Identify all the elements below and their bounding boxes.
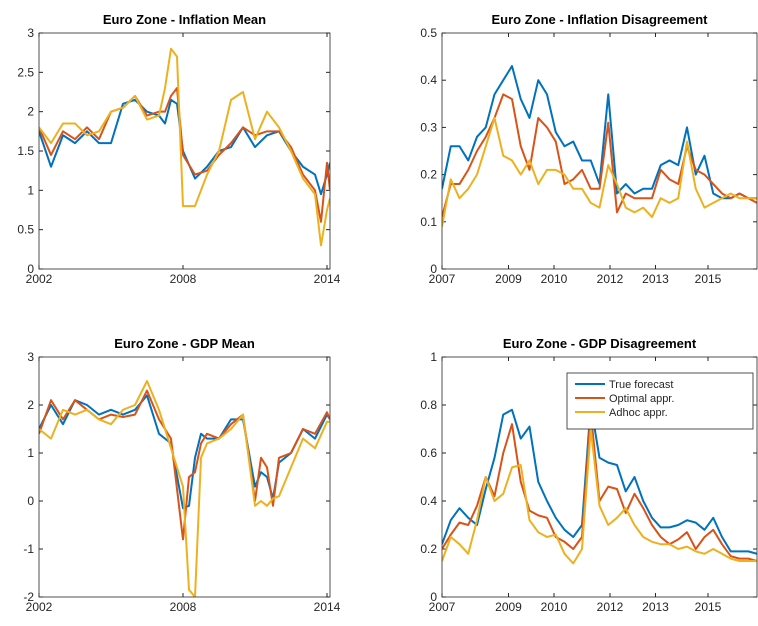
- x-tick-label: 2013: [642, 600, 669, 614]
- x-tick-label: 2010: [541, 600, 568, 614]
- y-tick-label: -1: [23, 542, 34, 556]
- y-tick-label: 0: [430, 262, 437, 276]
- y-tick-label: 2: [27, 398, 34, 412]
- series-line: [442, 116, 757, 227]
- axes-box: [441, 32, 758, 270]
- y-tick-label: 0.4: [420, 494, 437, 508]
- x-tick-label: 2015: [695, 272, 722, 286]
- y-tick-label: 0: [27, 494, 34, 508]
- y-tick-label: 0.5: [420, 26, 437, 40]
- x-tick-label: 2014: [314, 272, 341, 286]
- chart-title: Euro Zone - GDP Mean: [114, 336, 255, 351]
- series-line: [39, 47, 330, 247]
- y-tick-label: 0.2: [420, 168, 437, 182]
- x-tick-label: 2007: [429, 272, 456, 286]
- y-tick-label: 3: [27, 350, 34, 364]
- x-tick-label: 2002: [26, 600, 53, 614]
- series-line: [442, 404, 757, 555]
- legend-box: [566, 372, 754, 430]
- y-tick-label: 1: [430, 350, 437, 364]
- plot-area: [39, 357, 330, 597]
- y-tick-label: -2: [23, 590, 34, 604]
- y-tick-label: 0.5: [17, 223, 34, 237]
- y-tick-label: 2: [27, 105, 34, 119]
- x-tick-label: 2013: [642, 272, 669, 286]
- series-line: [39, 380, 330, 597]
- x-tick-label: 2002: [26, 272, 53, 286]
- x-tick-label: 2015: [695, 600, 722, 614]
- y-tick-label: 1.5: [17, 144, 34, 158]
- x-tick-label: 2008: [170, 600, 197, 614]
- plot-area: [442, 33, 757, 269]
- x-tick-label: 2009: [495, 272, 522, 286]
- series-line: [39, 394, 330, 510]
- x-tick-label: 2014: [314, 600, 341, 614]
- y-tick-label: 0.6: [420, 446, 437, 460]
- x-tick-label: 2012: [597, 272, 624, 286]
- y-tick-label: 2.5: [17, 65, 34, 79]
- y-tick-label: 0.8: [420, 398, 437, 412]
- legend-label: True forecast: [609, 379, 673, 391]
- plot-area: [39, 33, 330, 269]
- y-tick-label: 0.2: [420, 542, 437, 556]
- x-tick-label: 2008: [170, 272, 197, 286]
- legend-label: Adhoc appr.: [609, 407, 668, 419]
- x-tick-label: 2012: [597, 600, 624, 614]
- y-tick-label: 0: [27, 262, 34, 276]
- y-tick-label: 0.4: [420, 73, 437, 87]
- axes-box: [441, 356, 758, 598]
- axes-box: [38, 32, 331, 270]
- y-tick-label: 0.1: [420, 215, 437, 229]
- legend-label: Optimal appr.: [609, 393, 674, 405]
- chart-title: Euro Zone - GDP Disagreement: [503, 336, 697, 351]
- y-tick-label: 1: [27, 446, 34, 460]
- chart-title: Euro Zone - Inflation Mean: [103, 12, 266, 27]
- chart-title: Euro Zone - Inflation Disagreement: [492, 12, 709, 27]
- y-tick-label: 1: [27, 183, 34, 197]
- y-tick-label: 0: [430, 590, 437, 604]
- series-line: [39, 87, 330, 223]
- y-tick-label: 0.3: [420, 120, 437, 134]
- x-tick-label: 2010: [541, 272, 568, 286]
- x-tick-label: 2009: [495, 600, 522, 614]
- axes-box: [38, 356, 331, 598]
- series-line: [442, 428, 757, 565]
- y-tick-label: 3: [27, 26, 34, 40]
- x-tick-label: 2007: [429, 600, 456, 614]
